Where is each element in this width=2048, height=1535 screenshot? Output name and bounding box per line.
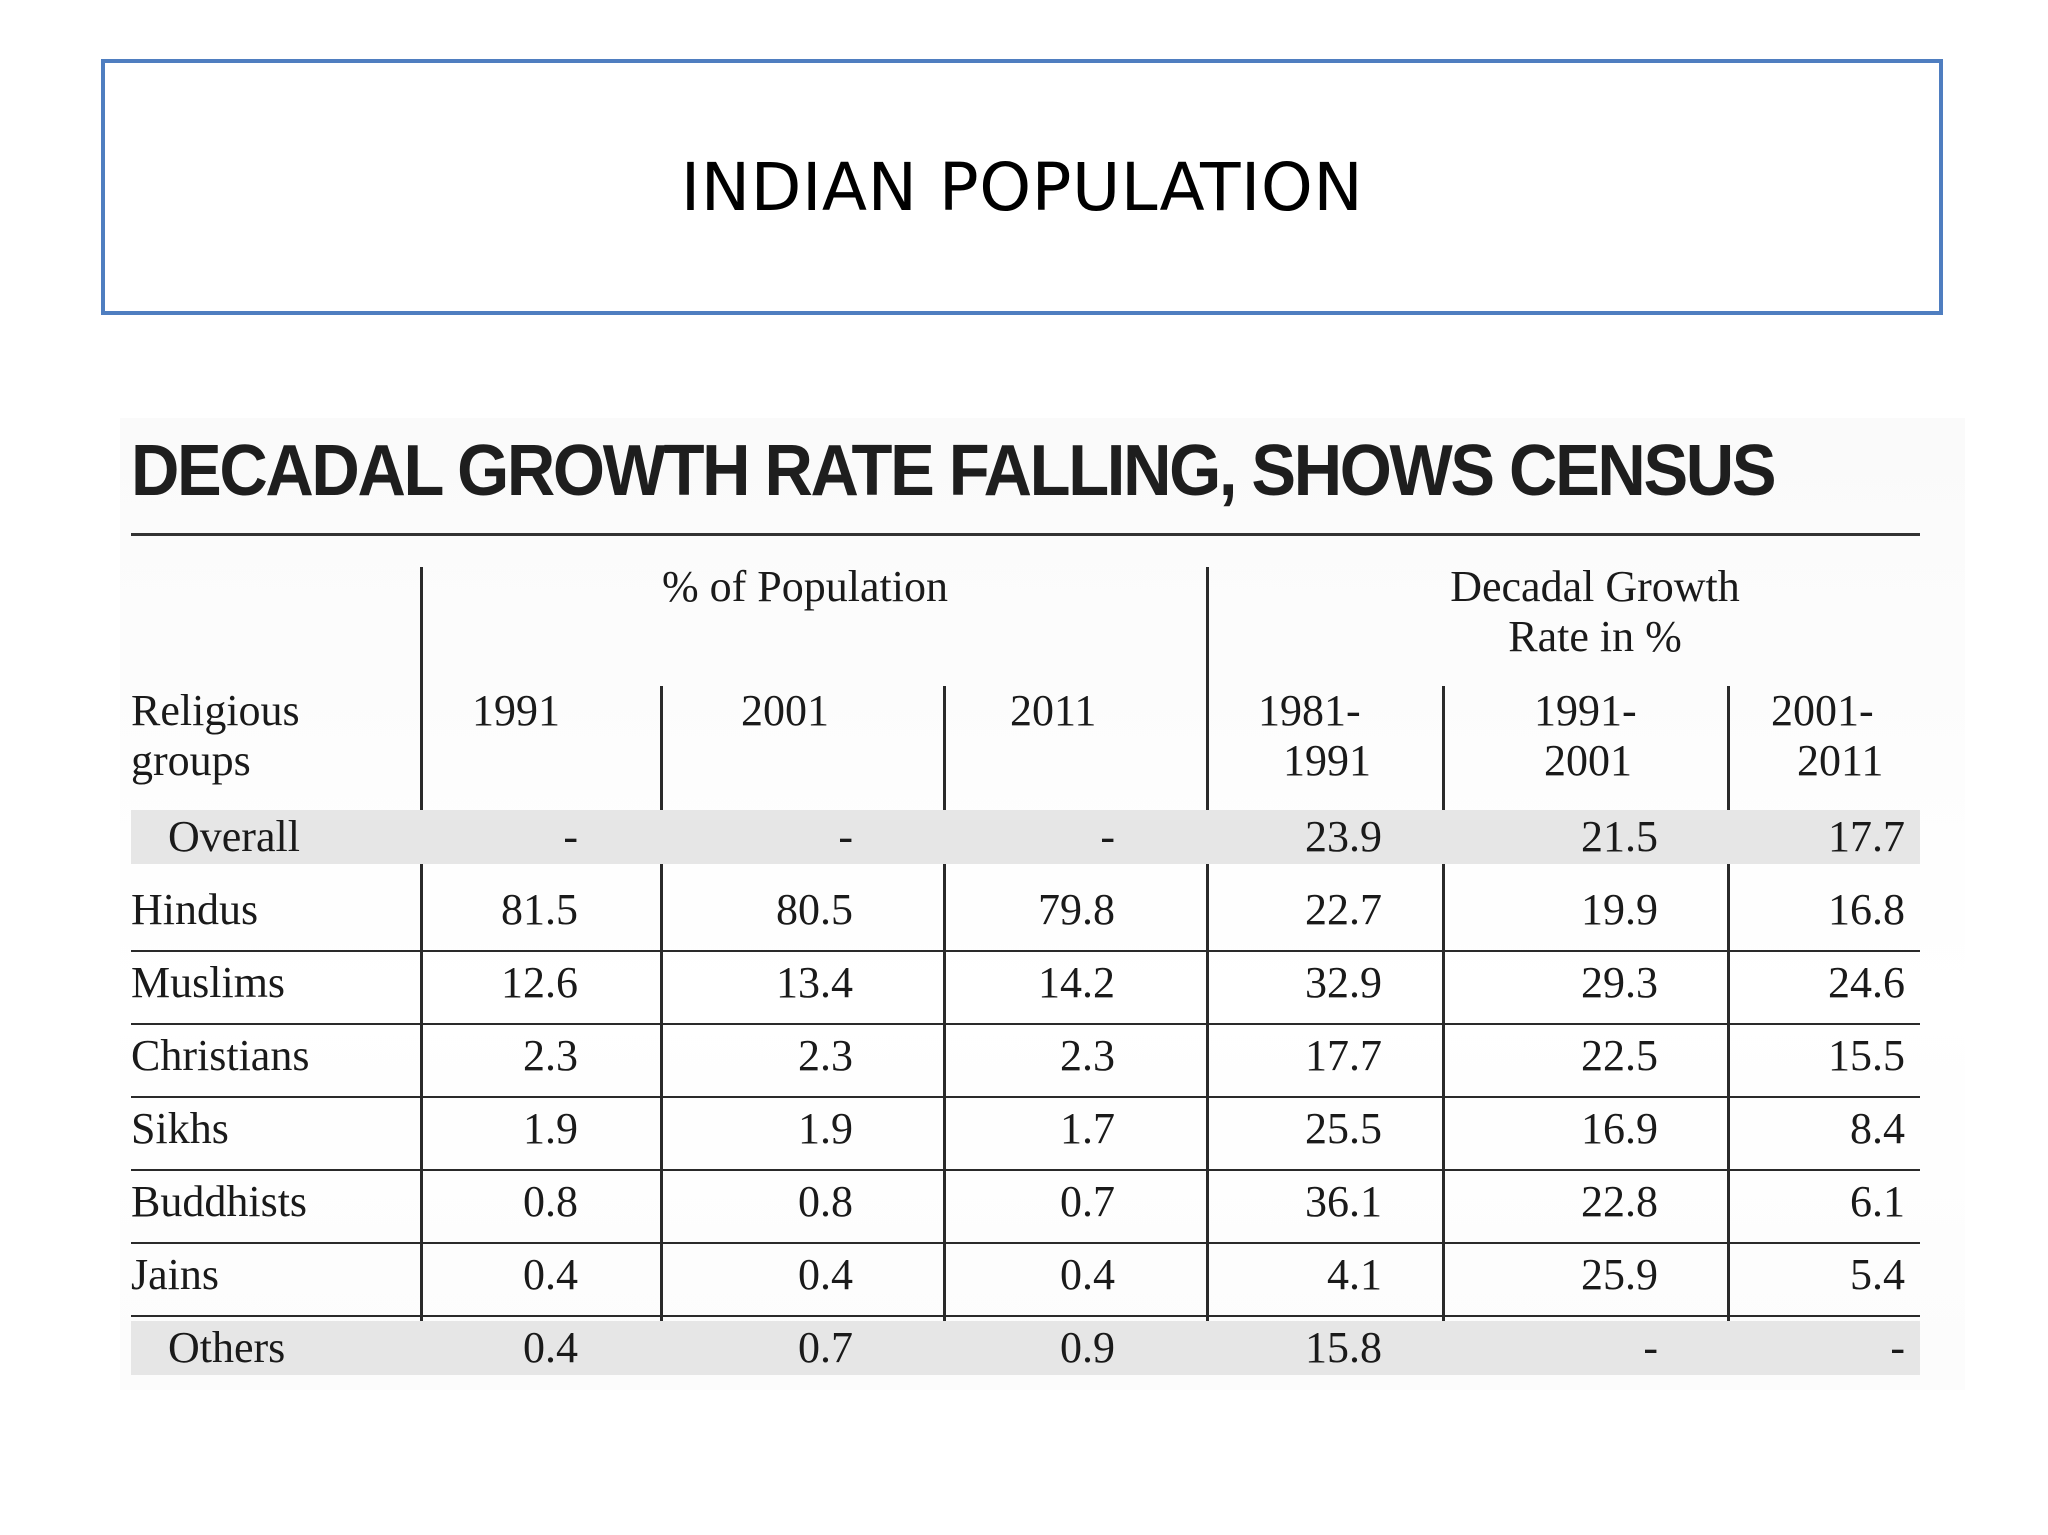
clipping-headline: DECADAL GROWTH RATE FALLING, SHOWS CENSU… [131,431,1776,511]
table-cell: 5.4 [1850,1250,1905,1299]
column-header-1991: 1991 [472,686,560,735]
column-header-religious-line1: Religious [131,686,300,735]
table-cell: 1.9 [798,1104,853,1153]
table-cell: 4.1 [1327,1250,1382,1299]
table-cell: 8.4 [1850,1104,1905,1153]
table-cell: 14.2 [1038,958,1115,1007]
row-label: Overall [168,812,300,861]
table-cell: 17.7 [1828,812,1905,861]
row-label: Muslims [131,958,286,1007]
row-divider [131,950,1920,952]
row-label: Jains [131,1250,219,1299]
row-divider [131,1096,1920,1098]
column-divider [1727,686,1730,1372]
column-header-1981-1991-line1: 1981- [1258,686,1361,735]
headline-rule [131,533,1920,536]
table-cell: 1.9 [523,1104,578,1153]
column-header-religious-line2: groups [131,736,251,785]
row-shading [131,1321,1920,1375]
column-header-2011: 2011 [1010,686,1097,735]
row-divider [131,1023,1920,1025]
table-cell: 0.4 [523,1323,578,1372]
table-cell: 17.7 [1305,1031,1382,1080]
table-cell: - [1890,1323,1905,1372]
column-divider [943,686,946,1372]
table-cell: - [1643,1323,1658,1372]
table-cell: 81.5 [501,885,578,934]
row-divider [131,1315,1920,1317]
column-header-2001: 2001 [741,686,829,735]
slide-title: INDIAN POPULATION [680,148,1364,226]
column-header-1991-2001-line2: 2001 [1544,736,1632,785]
group-header-growth-line1: Decadal Growth [1450,562,1740,611]
table-cell: 29.3 [1581,958,1658,1007]
table-cell: 0.7 [798,1323,853,1372]
column-header-2001-2011-line2: 2011 [1797,736,1884,785]
slide-title-box: INDIAN POPULATION [101,59,1943,315]
row-label: Christians [131,1031,310,1080]
table-cell: 15.8 [1305,1323,1382,1372]
table-cell: - [563,812,578,861]
table-cell: 0.8 [798,1177,853,1226]
column-divider [660,686,663,1372]
table-cell: 15.5 [1828,1031,1905,1080]
table-cell: 0.7 [1060,1177,1115,1226]
row-label: Buddhists [131,1177,308,1226]
table-cell: 32.9 [1305,958,1382,1007]
newspaper-clipping [120,418,1965,1390]
table-cell: 25.5 [1305,1104,1382,1153]
row-divider [131,1242,1920,1244]
column-divider [420,567,423,1372]
table-cell: 16.8 [1828,885,1905,934]
table-cell: 2.3 [523,1031,578,1080]
table-cell: 2.3 [1060,1031,1115,1080]
row-label: Hindus [131,885,259,934]
table-cell: 36.1 [1305,1177,1382,1226]
group-header-population: % of Population [662,562,948,611]
table-cell: - [1100,812,1115,861]
table-cell: 0.4 [523,1250,578,1299]
column-divider [1442,686,1445,1372]
group-header-growth-line2: Rate in % [1508,612,1682,661]
table-cell: 0.8 [523,1177,578,1226]
table-cell: 22.5 [1581,1031,1658,1080]
table-cell: 16.9 [1581,1104,1658,1153]
table-cell: 80.5 [776,885,853,934]
table-cell: 13.4 [776,958,853,1007]
table-cell: 22.7 [1305,885,1382,934]
table-cell: 21.5 [1581,812,1658,861]
table-cell: 19.9 [1581,885,1658,934]
table-cell: 22.8 [1581,1177,1658,1226]
table-cell: 79.8 [1038,885,1115,934]
table-cell: - [838,812,853,861]
table-cell: 0.4 [798,1250,853,1299]
table-cell: 24.6 [1828,958,1905,1007]
row-divider [131,1169,1920,1171]
table-cell: 0.9 [1060,1323,1115,1372]
row-label: Others [168,1323,286,1372]
table-cell: 25.9 [1581,1250,1658,1299]
column-header-2001-2011-line1: 2001- [1771,686,1874,735]
table-cell: 6.1 [1850,1177,1905,1226]
table-cell: 23.9 [1305,812,1382,861]
column-header-1981-1991-line2: 1991 [1283,736,1371,785]
row-shading [131,810,1920,864]
table-cell: 0.4 [1060,1250,1115,1299]
column-divider [1206,567,1209,1372]
table-cell: 2.3 [798,1031,853,1080]
row-label: Sikhs [131,1104,229,1153]
table-cell: 1.7 [1060,1104,1115,1153]
column-header-1991-2001-line1: 1991- [1534,686,1637,735]
table-cell: 12.6 [501,958,578,1007]
